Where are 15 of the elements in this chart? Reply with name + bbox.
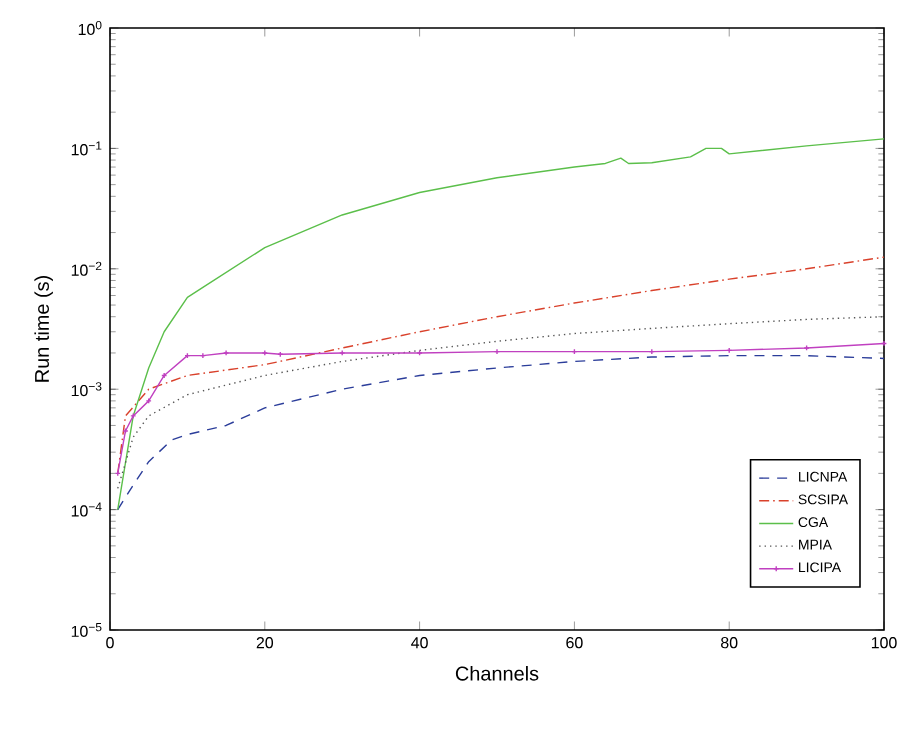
point — [339, 349, 346, 357]
point — [130, 412, 137, 419]
point — [416, 349, 423, 357]
point — [803, 344, 810, 352]
point — [161, 372, 168, 379]
y-axis-title: Run time (s) — [34, 276, 53, 382]
line-series — [117, 138, 885, 511]
point — [223, 349, 230, 357]
x-axis-title: Channels — [455, 666, 539, 681]
line-series — [117, 256, 885, 475]
line-series — [117, 354, 885, 511]
point — [261, 349, 268, 357]
point — [145, 397, 152, 404]
line-series — [117, 316, 885, 490]
point — [122, 427, 129, 435]
